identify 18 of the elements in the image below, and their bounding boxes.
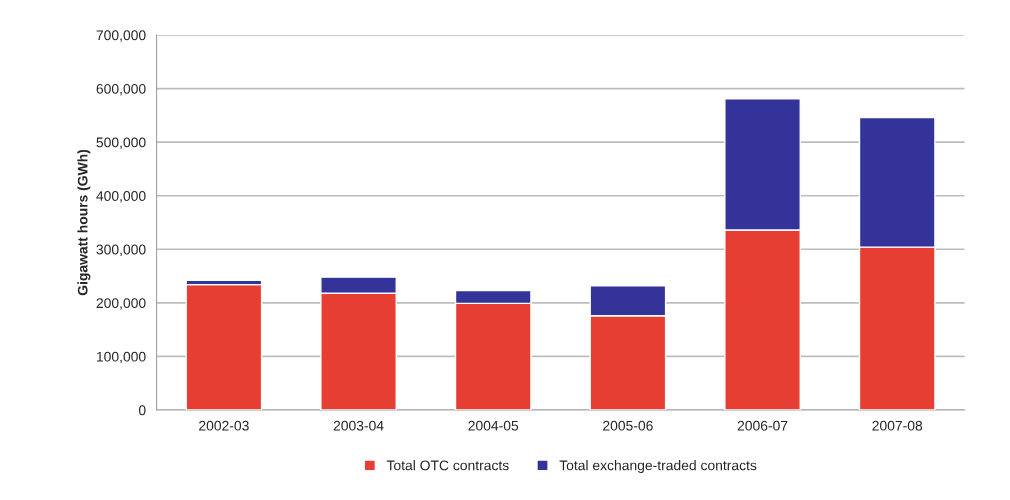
legend-label: Total OTC contracts bbox=[386, 460, 509, 471]
y-axis-title: Gigawatt hours (GWh) bbox=[77, 149, 91, 296]
y-tick-label: 500,000 bbox=[96, 137, 146, 149]
x-tick-label: 2006-07 bbox=[737, 420, 788, 431]
y-tick-label: 700,000 bbox=[96, 30, 146, 42]
y-tick-label: 100,000 bbox=[96, 351, 146, 364]
x-tick-label: 2004-05 bbox=[468, 420, 519, 431]
legend-label: Total exchange-traded contracts bbox=[559, 460, 757, 474]
y-tick-label: 0 bbox=[138, 405, 146, 416]
y-tick-label: 300,000 bbox=[96, 244, 146, 257]
y-tick-label: 400,000 bbox=[96, 191, 146, 203]
x-tick-label: 2002-03 bbox=[199, 420, 249, 431]
x-tick-label: 2007-08 bbox=[872, 420, 923, 431]
y-tick-label: 200,000 bbox=[96, 298, 146, 310]
y-tick-label: 600,000 bbox=[96, 83, 146, 96]
x-tick-label: 2005-06 bbox=[603, 420, 653, 431]
x-tick-label: 2003-04 bbox=[333, 420, 384, 431]
bar bbox=[185, 283, 263, 410]
